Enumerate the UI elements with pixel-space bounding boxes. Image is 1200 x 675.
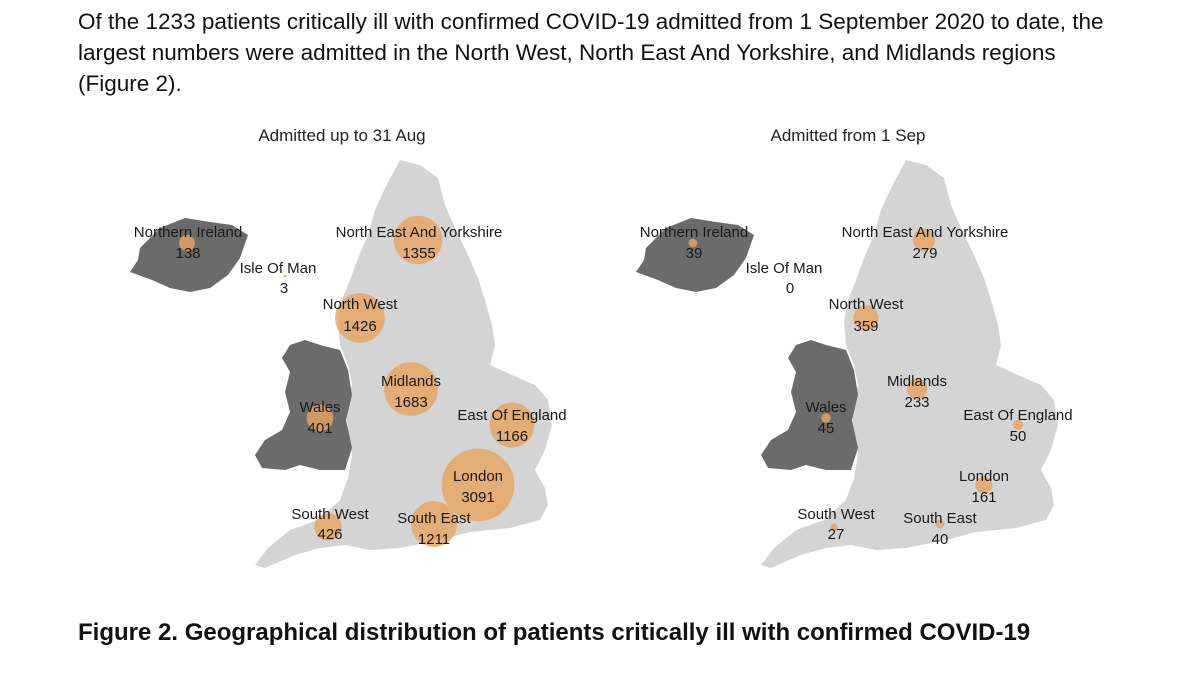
region-value-south-east: 40 xyxy=(932,531,949,548)
region-isle-of-man: Isle Of Man 3 xyxy=(240,260,317,297)
region-midlands: Midlands 233 xyxy=(887,373,947,411)
panel-title: Admitted from 1 Sep xyxy=(771,126,926,145)
region-value-north-west: 1426 xyxy=(343,318,376,335)
region-northern-ireland: Northern Ireland 39 xyxy=(640,224,748,262)
region-label-wales: Wales xyxy=(299,399,340,416)
region-label-northern-ireland: Northern Ireland xyxy=(640,224,748,241)
map-panel-before: Admitted up to 31 Aug Northern Ireland 13… xyxy=(130,126,567,568)
region-label-north-west: North West xyxy=(829,296,905,313)
region-north-east-and-yorkshire: North East And Yorkshire 279 xyxy=(842,224,1009,262)
bubble-north-east-and-yorkshire xyxy=(393,215,443,265)
region-north-west: North West 359 xyxy=(829,296,905,335)
region-value-london: 161 xyxy=(971,489,996,506)
bubble-south-east xyxy=(410,500,458,548)
region-label-south-east: South East xyxy=(903,510,977,527)
region-value-northern-ireland: 138 xyxy=(175,245,200,262)
region-south-east: South East 40 xyxy=(903,510,977,548)
bubble-wales xyxy=(306,404,334,432)
region-value-isle-of-man: 3 xyxy=(280,280,288,297)
bubble-north-west xyxy=(853,305,879,331)
region-label-north-east-and-yorkshire: North East And Yorkshire xyxy=(842,224,1009,241)
bubble-midlands xyxy=(906,378,928,400)
region-east-of-england: East Of England 1166 xyxy=(457,402,567,448)
bubble-isle-of-man xyxy=(283,274,287,278)
wales-shape xyxy=(761,340,858,470)
region-london: London 161 xyxy=(959,468,1009,506)
region-london: London 3091 xyxy=(441,448,515,522)
bubble-midlands xyxy=(383,361,439,417)
region-layer: Northern Ireland 138 Isle Of Man 3 North Eas… xyxy=(134,215,567,548)
region-label-midlands: Midlands xyxy=(381,373,441,390)
region-north-west: North West 1426 xyxy=(323,293,399,343)
region-label-east-of-england: East Of England xyxy=(963,407,1072,424)
region-label-northern-ireland: Northern Ireland xyxy=(134,224,242,241)
wales-shape xyxy=(255,340,352,470)
region-label-midlands: Midlands xyxy=(887,373,947,390)
region-wales: Wales 401 xyxy=(299,399,340,437)
region-northern-ireland: Northern Ireland 138 xyxy=(134,224,242,262)
region-value-east-of-england: 1166 xyxy=(496,428,528,445)
region-north-east-and-yorkshire: North East And Yorkshire 1355 xyxy=(336,215,503,265)
bubble-london xyxy=(975,476,993,494)
intro-paragraph: Of the 1233 patients critically ill with… xyxy=(78,6,1118,99)
region-value-north-east-and-yorkshire: 1355 xyxy=(402,245,435,262)
figure-caption: Figure 2. Geographical distribution of p… xyxy=(78,619,1031,646)
region-label-south-west: South West xyxy=(797,506,875,523)
region-wales: Wales 45 xyxy=(805,399,846,437)
figure-2-maps: Admitted up to 31 Aug Northern Ireland 13… xyxy=(130,126,1073,568)
region-label-south-west: South West xyxy=(291,506,369,523)
panel-title: Admitted up to 31 Aug xyxy=(258,126,425,145)
region-south-west: South West 27 xyxy=(797,506,875,543)
region-value-northern-ireland: 39 xyxy=(686,245,703,262)
region-isle-of-man: Isle Of Man 0 xyxy=(746,260,823,297)
region-value-north-east-and-yorkshire: 279 xyxy=(912,245,937,262)
region-value-midlands: 1683 xyxy=(394,394,427,411)
region-label-north-west: North West xyxy=(323,296,399,313)
england-shape xyxy=(761,160,1058,568)
northern-ireland-shape xyxy=(636,218,754,292)
region-label-london: London xyxy=(959,468,1009,485)
region-label-north-east-and-yorkshire: North East And Yorkshire xyxy=(336,224,503,241)
region-midlands: Midlands 1683 xyxy=(381,361,441,417)
bubble-wales xyxy=(821,413,831,423)
map-panel-after: Admitted from 1 Sep Northern Ireland 39 Is… xyxy=(636,126,1073,568)
region-label-wales: Wales xyxy=(805,399,846,416)
bubble-south-west xyxy=(314,513,342,541)
region-value-london: 3091 xyxy=(461,489,494,506)
bubble-north-west xyxy=(335,293,385,343)
region-label-isle-of-man: Isle Of Man xyxy=(240,260,317,277)
region-value-south-west: 27 xyxy=(828,526,845,543)
region-value-isle-of-man: 0 xyxy=(786,280,794,297)
bubble-south-west xyxy=(830,523,838,531)
bubble-london xyxy=(441,448,515,522)
region-label-east-of-england: East Of England xyxy=(457,407,566,424)
bubble-east-of-england xyxy=(489,402,535,448)
region-value-south-east: 1211 xyxy=(418,531,450,548)
region-label-south-east: South East xyxy=(397,510,471,527)
intro-text: Of the 1233 patients critically ill with… xyxy=(78,9,1104,96)
region-value-midlands: 233 xyxy=(904,394,929,411)
region-south-east: South East 1211 xyxy=(397,500,472,548)
bubble-northern-ireland xyxy=(688,238,698,248)
region-layer: Northern Ireland 39 Isle Of Man 0 North East… xyxy=(640,224,1073,548)
region-value-wales: 401 xyxy=(307,420,332,437)
region-east-of-england: East Of England 50 xyxy=(963,407,1072,445)
region-label-isle-of-man: Isle Of Man xyxy=(746,260,823,277)
northern-ireland-shape xyxy=(130,218,248,292)
region-label-london: London xyxy=(453,468,503,485)
bubble-south-east xyxy=(935,519,945,529)
region-value-wales: 45 xyxy=(818,420,835,437)
bubble-northern-ireland xyxy=(178,234,196,252)
bubble-north-east-and-yorkshire xyxy=(912,228,936,252)
region-value-north-west: 359 xyxy=(853,318,878,335)
region-value-east-of-england: 50 xyxy=(1010,428,1027,445)
region-value-south-west: 426 xyxy=(317,526,342,543)
region-south-west: South West 426 xyxy=(291,506,369,543)
bubble-east-of-england xyxy=(1012,419,1024,431)
